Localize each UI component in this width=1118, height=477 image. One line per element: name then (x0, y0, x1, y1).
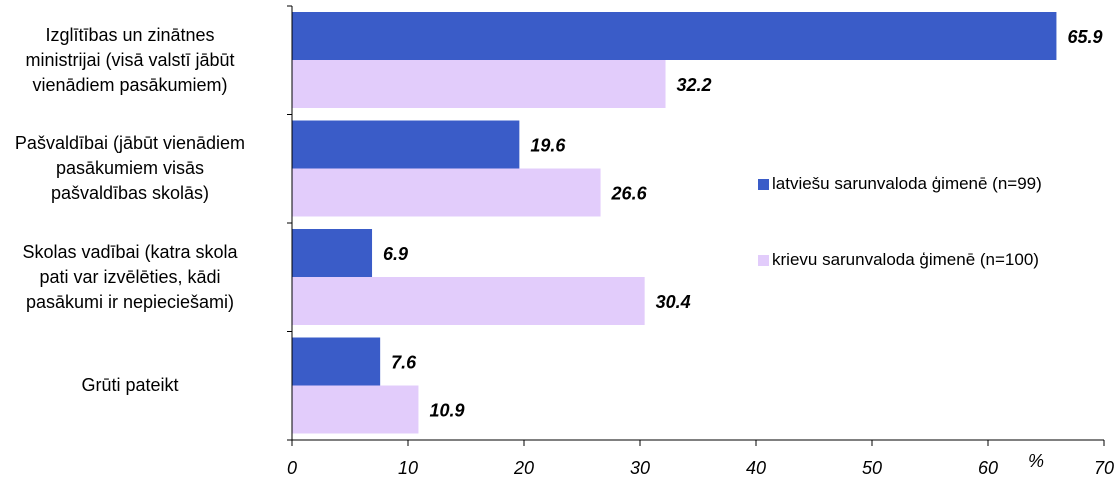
x-tick-label-2: 20 (513, 458, 534, 477)
legend-swatch (758, 255, 769, 266)
legend-label: latviešu sarunvaloda ģimenē (n=99) (772, 174, 1042, 193)
data-label-krievu-0: 32.2 (677, 75, 712, 95)
data-label-krievu-2: 30.4 (656, 292, 691, 312)
category-label-line: Skolas vadībai (katra skola (22, 241, 238, 262)
category-label-line: pasākumiem visās (55, 158, 205, 179)
legend-swatch (758, 179, 769, 190)
category-label-line: Grūti pateikt (81, 375, 179, 396)
x-tick-label-1: 10 (398, 458, 418, 477)
category-label-0: Izglītības un zinātnes ministrijai (visā … (0, 23, 280, 98)
category-label-line: pati var izvēlēties, kādi (39, 266, 221, 287)
legend-item-1: krievu sarunvaloda ģimenē (n=100) (758, 250, 1039, 270)
category-label-line: vienādiem pasākumiem) (32, 74, 228, 95)
bar-latviesu-0 (292, 12, 1057, 60)
bar-krievu-2 (292, 277, 645, 325)
bar-latviesu-3 (292, 337, 381, 386)
category-label-line: Izglītības un zinātnes (45, 24, 215, 45)
bar-latviesu-1 (292, 120, 520, 169)
category-label-2: Skolas vadībai (katra skola pati var izvē… (0, 240, 280, 315)
data-label-latviesu-0: 65.9 (1067, 27, 1102, 47)
x-tick-label-4: 40 (746, 458, 766, 477)
bar-krievu-0 (292, 60, 666, 108)
x-unit-label: % (1028, 451, 1044, 471)
category-label-line: Pašvaldībai (jābūt vienādiem (14, 133, 246, 154)
bar-latviesu-2 (292, 229, 373, 277)
x-tick-label-0: 0 (287, 458, 297, 477)
bar-krievu-1 (292, 168, 601, 217)
category-label-line: pasākumi ir nepieciešami) (25, 291, 235, 312)
data-label-latviesu-3: 7.6 (391, 353, 417, 373)
data-label-krievu-3: 10.9 (429, 401, 464, 421)
legend-label: krievu sarunvaloda ģimenē (n=100) (772, 250, 1039, 269)
legend-item-0: latviešu sarunvaloda ģimenē (n=99) (758, 174, 1042, 194)
category-label-line: pašvaldības skolās) (50, 183, 210, 204)
data-label-latviesu-2: 6.9 (383, 244, 408, 264)
category-label-3: Grūti pateikt (0, 373, 280, 398)
x-tick-label-6: 60 (978, 458, 998, 477)
x-tick-label-7: 70 (1094, 458, 1114, 477)
data-label-latviesu-1: 19.6 (530, 136, 566, 156)
bar-krievu-3 (292, 385, 419, 434)
x-tick-label-3: 30 (630, 458, 650, 477)
category-label-line: ministrijai (visā valstī jābūt (25, 49, 235, 70)
data-label-krievu-1: 26.6 (611, 184, 648, 204)
category-label-1: Pašvaldībai (jābūt vienādiem pasākumiem v… (0, 131, 280, 206)
x-tick-label-5: 50 (862, 458, 882, 477)
